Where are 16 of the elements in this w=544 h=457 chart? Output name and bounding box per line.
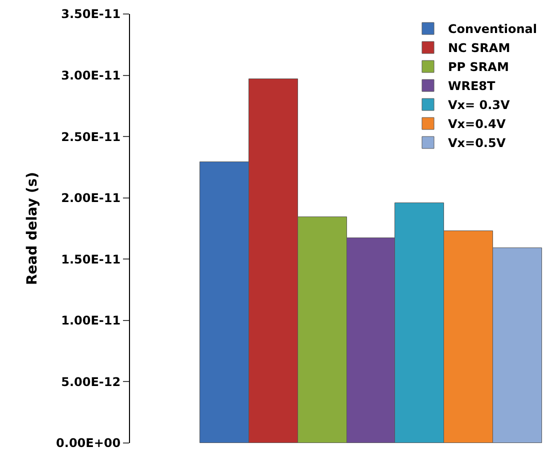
y-tick-label: 1.50E-11 xyxy=(61,252,121,266)
y-tick-label: 3.50E-11 xyxy=(61,7,121,22)
legend-label: NC SRAM xyxy=(448,41,510,56)
legend-label: Vx= 0.3V xyxy=(448,98,511,112)
legend-label: Vx=0.5V xyxy=(448,136,506,150)
legend-label: WRE8T xyxy=(448,79,496,94)
legend-label: Vx=0.4V xyxy=(448,117,506,132)
y-tick-label: 5.00E-12 xyxy=(61,374,121,389)
legend-label: Conventional xyxy=(448,22,537,36)
y-tick-label: 0.00E+00 xyxy=(56,436,121,450)
y-tick-label: 1.00E-11 xyxy=(61,314,121,328)
y-tick-label: 3.00E-11 xyxy=(61,68,121,82)
legend-label: PP SRAM xyxy=(448,60,509,74)
y-tick-label: 2.50E-11 xyxy=(61,130,121,144)
y-axis-title: Read delay (s) xyxy=(24,172,41,286)
y-tick-label: 2.00E-11 xyxy=(61,191,121,206)
